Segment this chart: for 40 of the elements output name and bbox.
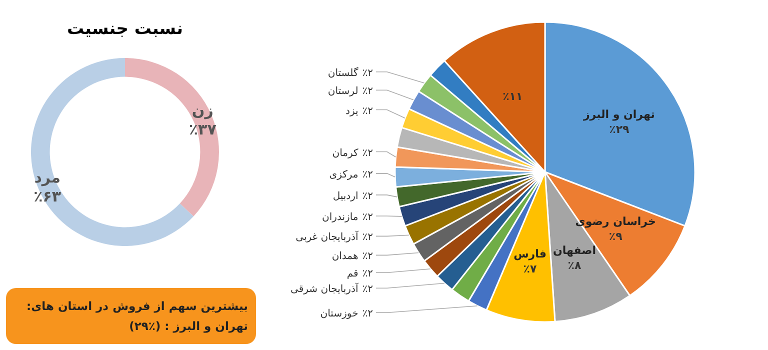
data-label: ٪۲ — [362, 190, 373, 202]
data-label: ٪۲ — [362, 148, 373, 159]
slice-label: قم — [346, 268, 358, 280]
data-label: ٪۶۳ — [34, 188, 62, 206]
slice-label: زن — [192, 101, 214, 120]
slice-label: مازندران — [322, 212, 358, 223]
chart-title: نسبت جنسیت — [67, 19, 183, 39]
data-label: ٪۲ — [362, 308, 373, 320]
slice-label: آذربایجان شرقی — [290, 282, 360, 296]
slice-label: اصفهان — [552, 244, 596, 258]
slice-label: تهران و البرز — [582, 108, 655, 122]
slice-label: لرستان — [328, 86, 358, 98]
data-label: ٪۷ — [523, 262, 538, 276]
data-label: ٪۲ — [362, 169, 373, 180]
slice-label: خوزستان — [320, 308, 358, 320]
data-label: ٪۲ — [362, 284, 373, 296]
slice-label: مرکزی — [329, 169, 358, 180]
slice-label: گلستان — [328, 66, 358, 79]
data-label: ٪۲ — [362, 86, 373, 98]
slice-label: کرمان — [332, 148, 358, 159]
slice-label: فارس — [514, 248, 546, 261]
text: تهران و البرز : (٪۲۹) — [129, 319, 248, 333]
slice-label: مرد — [34, 168, 61, 187]
data-label: ٪۲ — [362, 106, 373, 117]
data-label: ٪۲ — [362, 232, 373, 244]
data-label: ٪۳۷ — [188, 120, 216, 138]
slice-label: همدان — [332, 251, 358, 262]
data-label: ٪۸ — [568, 259, 582, 272]
data-label: ٪۲ — [362, 68, 373, 79]
data-label: ٪۲ — [362, 251, 373, 262]
data-label: ٪۲ — [362, 212, 373, 223]
data-label: ٪۲ — [362, 268, 373, 280]
slice-label: آذربایجان غربی — [296, 230, 360, 244]
data-label: ٪۲۹ — [609, 123, 630, 136]
donut-slice — [125, 58, 219, 216]
text: بیشترین سهم از فروش در استان های: — [26, 299, 248, 313]
data-label: ٪۱۱ — [502, 90, 523, 104]
slice-label: یزد — [345, 106, 358, 117]
data-label: ٪۹ — [608, 230, 623, 243]
slice-label: اردبیل — [332, 190, 358, 202]
